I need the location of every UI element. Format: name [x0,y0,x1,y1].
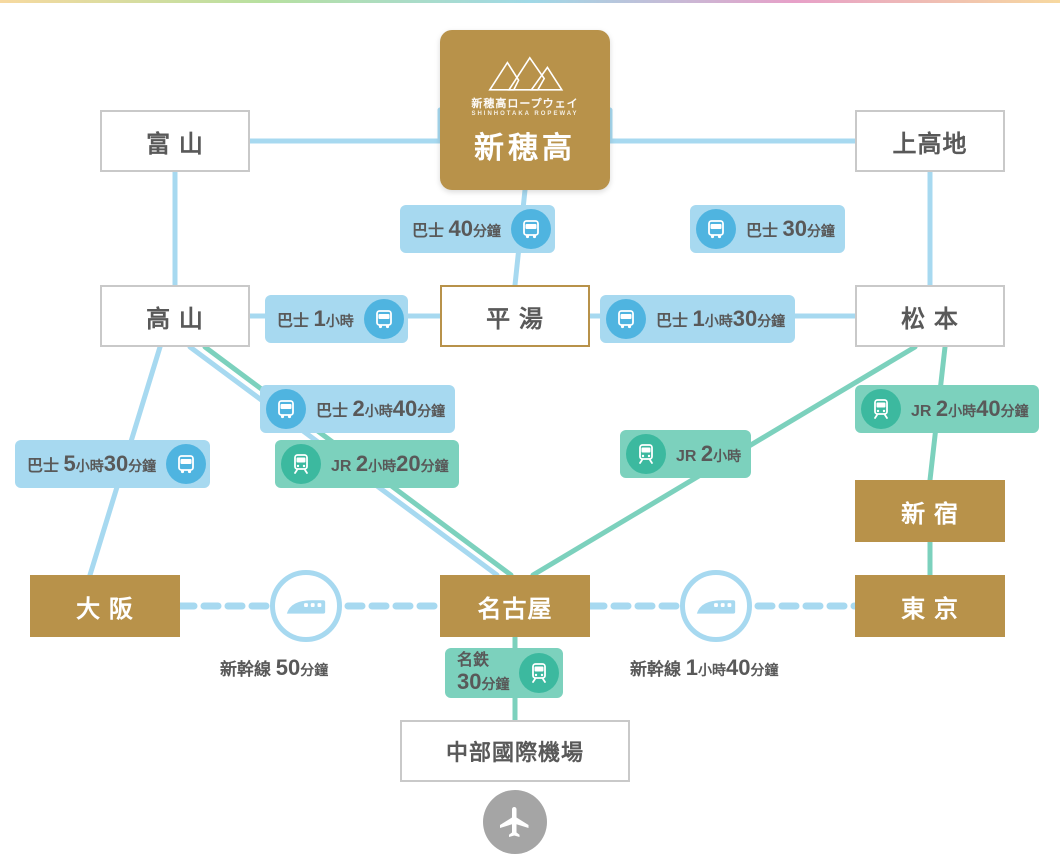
jr-icon [281,444,321,484]
jr-icon [519,653,559,693]
bus-icon [266,389,306,429]
bus-icon [606,299,646,339]
bus-icon [696,209,736,249]
timebox-bus-3: 巴士 1小時30分鐘 [600,295,795,343]
dest-title: 新穂高 [474,123,576,167]
node-matsumoto: 松 本 [855,285,1005,347]
airplane-icon [483,790,547,854]
timebox-jr-8: JR 2小時40分鐘 [855,385,1039,433]
node-osaka: 大 阪 [30,575,180,637]
timebox-label: 名鉄30分鐘 [457,652,509,694]
timebox-bus-6: 巴士 5小時30分鐘 [15,440,210,488]
timebox-label: 巴士 5小時30分鐘 [27,451,156,477]
timebox-jr-9: 名鉄30分鐘 [445,648,563,698]
shinkansen-icon-1 [680,570,752,642]
node-shinjuku: 新 宿 [855,480,1005,542]
node-takayama: 高 山 [100,285,250,347]
timebox-bus-0: 巴士 40分鐘 [400,205,555,253]
timebox-label: 巴士 40分鐘 [412,216,501,242]
timebox-bus-1: 巴士 30分鐘 [690,205,845,253]
shinkansen-label-0: 新幹線 50分鐘 [220,655,328,681]
timebox-jr-7: JR 2小時 [620,430,751,478]
jr-icon [861,389,901,429]
node-shinhotaka: 新穂高ロープウェイ SHINHOTAKA ROPEWAY 新穂高 [440,30,610,190]
timebox-bus-4: 巴士 2小時40分鐘 [260,385,455,433]
timebox-jr-5: JR 2小時20分鐘 [275,440,459,488]
timebox-bus-2: 巴士 1小時 [265,295,408,343]
shinkansen-label-1: 新幹線 1小時40分鐘 [630,655,778,681]
timebox-label: JR 2小時 [676,441,741,467]
node-kamikochi: 上高地 [855,110,1005,172]
bus-icon [166,444,206,484]
bus-icon [364,299,404,339]
node-chubu: 中部國際機場 [400,720,630,782]
node-nagoya: 名古屋 [440,575,590,637]
jr-icon [626,434,666,474]
dest-brand-en: SHINHOTAKA ROPEWAY [471,111,578,117]
shinkansen-icon-0 [270,570,342,642]
node-tokyo: 東 京 [855,575,1005,637]
timebox-label: 巴士 30分鐘 [746,216,835,242]
dest-brand: 新穂高ロープウェイ [471,95,578,111]
timebox-label: JR 2小時20分鐘 [331,451,449,477]
bus-icon [511,209,551,249]
timebox-label: 巴士 1小時 [277,306,354,332]
node-toyama: 富 山 [100,110,250,172]
timebox-label: JR 2小時40分鐘 [911,396,1029,422]
timebox-label: 巴士 2小時40分鐘 [316,396,445,422]
node-hirayu: 平 湯 [440,285,590,347]
timebox-label: 巴士 1小時30分鐘 [656,306,785,332]
